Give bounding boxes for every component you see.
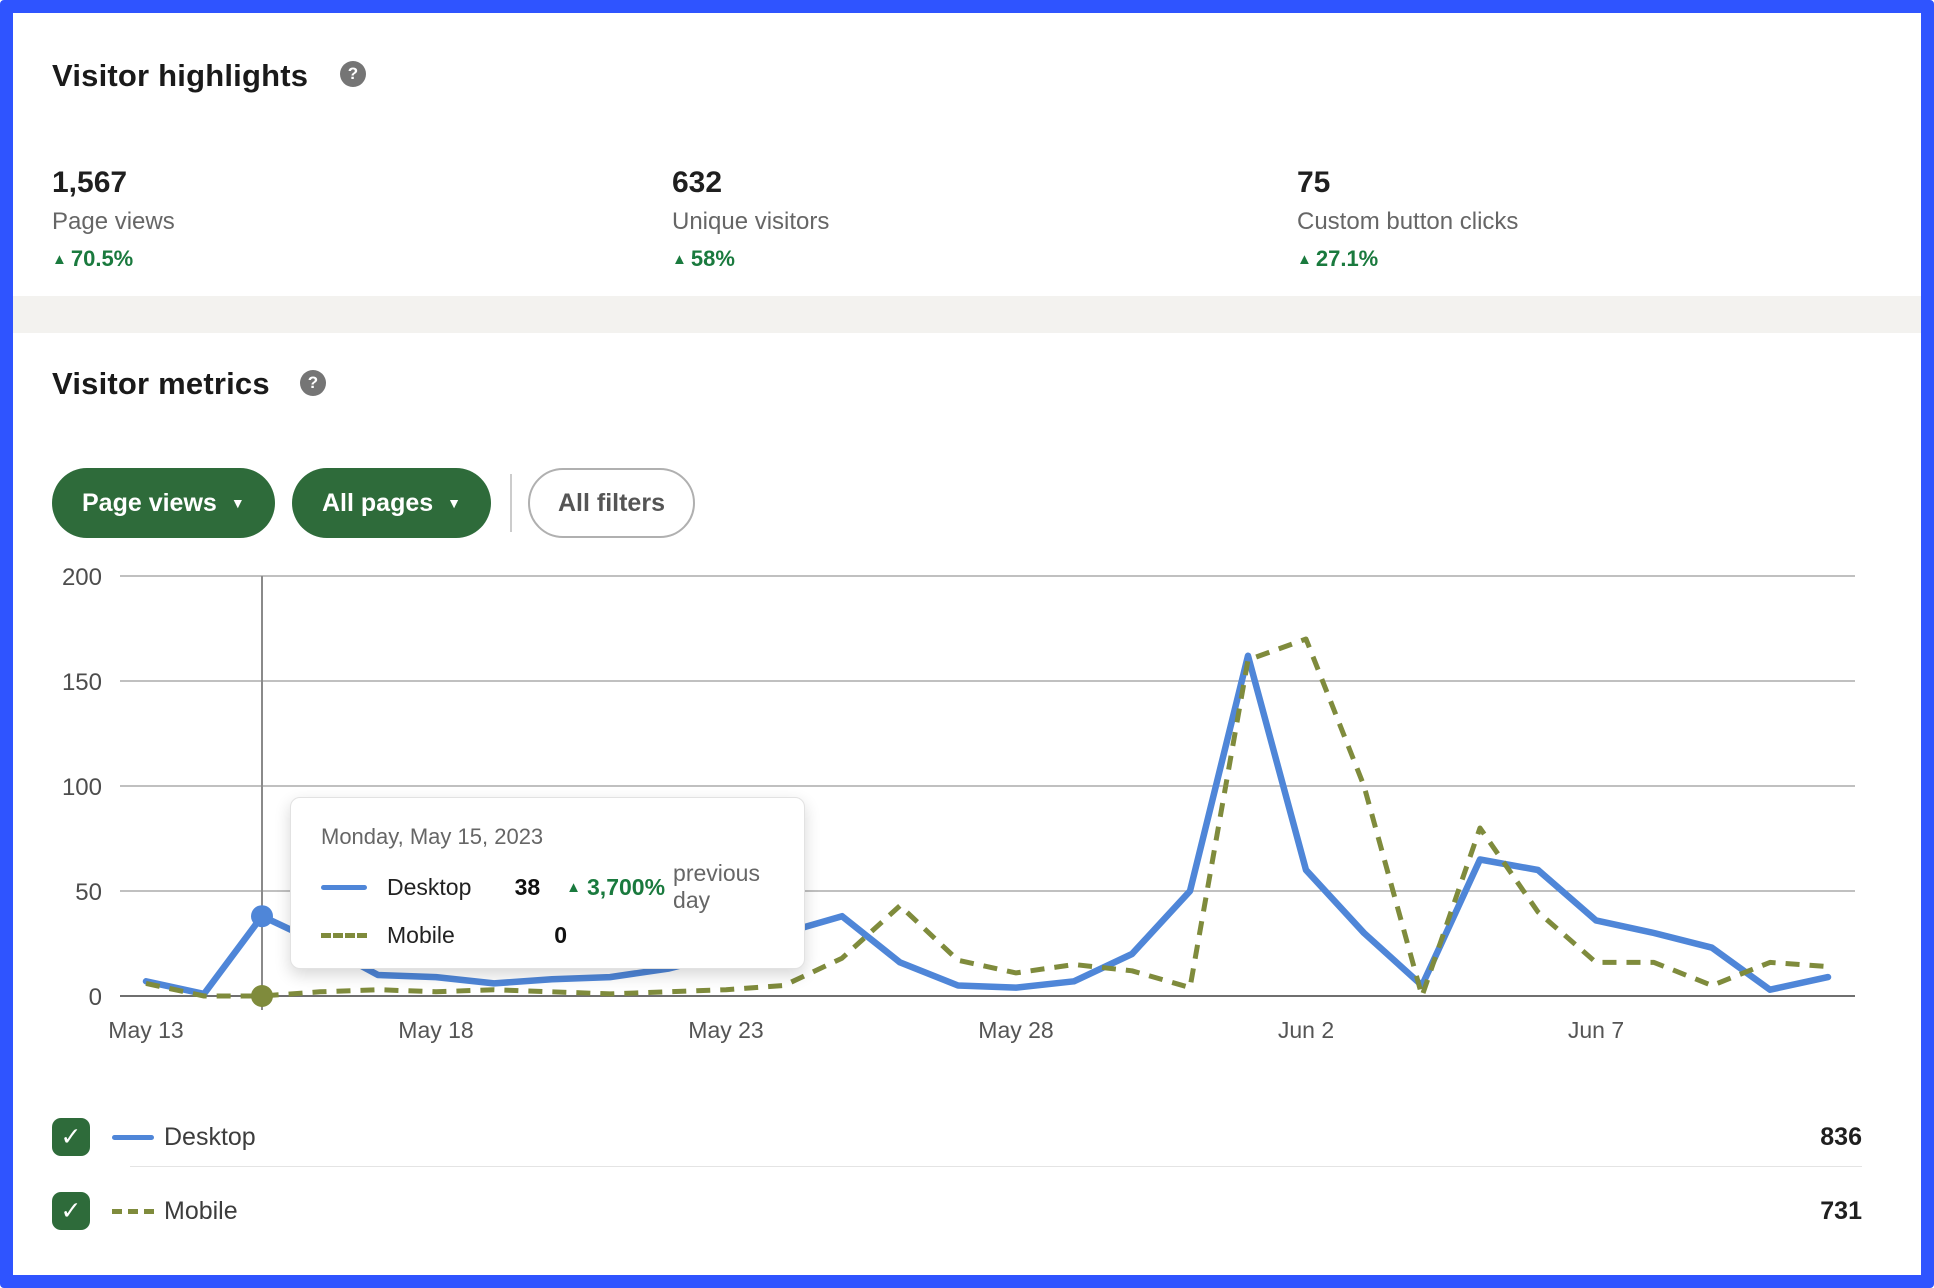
series-name: Mobile bbox=[387, 921, 455, 948]
mobile-line-swatch bbox=[321, 932, 367, 938]
metric-value: 1,567 bbox=[52, 166, 128, 199]
delta-suffix: previous day bbox=[673, 860, 760, 913]
svg-text:May 13: May 13 bbox=[108, 1017, 183, 1043]
metric-unique-visitors: 632 Unique visitors ▲ 58% bbox=[672, 166, 829, 272]
desktop-line-swatch bbox=[321, 884, 367, 890]
check-icon: ✓ bbox=[60, 1197, 82, 1225]
metric-value: 75 bbox=[1297, 166, 1331, 199]
legend-label: Desktop bbox=[164, 1122, 256, 1151]
svg-text:May 23: May 23 bbox=[688, 1017, 763, 1043]
metric-delta: ▲ 27.1% bbox=[1297, 246, 1518, 272]
svg-text:Jun 7: Jun 7 bbox=[1568, 1017, 1624, 1043]
svg-text:200: 200 bbox=[62, 564, 102, 591]
delta-value: 58% bbox=[690, 246, 735, 271]
mobile-line-swatch bbox=[112, 1208, 154, 1214]
button-label: All filters bbox=[558, 488, 665, 517]
dropdown-label: Page views bbox=[82, 488, 217, 517]
visitor-highlights-title: Visitor highlights bbox=[52, 58, 309, 93]
question-mark-glyph: ? bbox=[307, 373, 319, 392]
check-icon: ✓ bbox=[60, 1123, 82, 1151]
metric-label: Unique visitors bbox=[672, 208, 830, 235]
visitor-chart-svg[interactable]: 0 50 100 150 200 May 13 May 18 May 23 May 28 Jun … bbox=[30, 556, 1900, 1060]
metric-delta: ▲ 58% bbox=[672, 246, 829, 272]
metric-page-views: 1,567 Page views ▲ 70.5% bbox=[52, 166, 175, 272]
section-divider-strip bbox=[13, 296, 1921, 333]
up-arrow-icon: ▲ bbox=[672, 250, 687, 268]
desktop-checkbox[interactable]: ✓ bbox=[52, 1118, 90, 1156]
metric-label: Custom button clicks bbox=[1297, 208, 1519, 235]
series-delta: ▲ 3,700% bbox=[566, 874, 665, 901]
filters-divider bbox=[510, 474, 512, 532]
dropdown-label: All pages bbox=[322, 488, 434, 517]
up-arrow-icon: ▲ bbox=[52, 250, 67, 268]
legend-divider bbox=[130, 1166, 1862, 1167]
legend-row-mobile[interactable]: ✓ Mobile 731 bbox=[52, 1182, 1862, 1240]
svg-text:150: 150 bbox=[62, 669, 102, 696]
svg-text:May 28: May 28 bbox=[978, 1017, 1053, 1043]
svg-text:0: 0 bbox=[89, 984, 102, 1011]
chevron-down-icon: ▼ bbox=[230, 495, 245, 511]
question-mark-glyph: ? bbox=[347, 64, 359, 83]
svg-text:50: 50 bbox=[75, 879, 102, 906]
pages-dropdown[interactable]: All pages ▼ bbox=[292, 468, 492, 538]
visitor-metrics-title: Visitor metrics bbox=[52, 366, 270, 401]
help-icon[interactable]: ? bbox=[300, 370, 326, 396]
legend-label: Mobile bbox=[164, 1196, 238, 1225]
svg-text:100: 100 bbox=[62, 774, 102, 801]
delta-value: 3,700% bbox=[587, 873, 666, 900]
mobile-checkbox[interactable]: ✓ bbox=[52, 1192, 90, 1230]
series-value: 38 bbox=[514, 873, 541, 900]
delta-value: 70.5% bbox=[70, 246, 134, 271]
help-icon[interactable]: ? bbox=[340, 61, 366, 87]
delta-value: 27.1% bbox=[1315, 246, 1379, 271]
legend-total: 731 bbox=[1820, 1196, 1862, 1225]
tooltip-desktop-row: Desktop 38 ▲ 3,700% previous day bbox=[321, 860, 784, 913]
metric-custom-button-clicks: 75 Custom button clicks ▲ 27.1% bbox=[1297, 166, 1518, 272]
metric-type-dropdown[interactable]: Page views ▼ bbox=[52, 468, 275, 538]
desktop-line-swatch bbox=[112, 1134, 154, 1140]
up-arrow-icon: ▲ bbox=[566, 878, 582, 896]
tooltip-mobile-row: Mobile 0 bbox=[321, 918, 784, 952]
tooltip-date: Monday, May 15, 2023 bbox=[321, 824, 544, 849]
legend-row-desktop[interactable]: ✓ Desktop 836 bbox=[52, 1108, 1862, 1166]
svg-text:Jun 2: Jun 2 bbox=[1278, 1017, 1334, 1043]
svg-text:May 18: May 18 bbox=[398, 1017, 473, 1043]
metric-delta: ▲ 70.5% bbox=[52, 246, 175, 272]
series-value: 0 bbox=[554, 921, 567, 948]
all-filters-button[interactable]: All filters bbox=[528, 468, 695, 538]
chevron-down-icon: ▼ bbox=[447, 495, 462, 511]
up-arrow-icon: ▲ bbox=[1297, 250, 1312, 268]
metric-label: Page views bbox=[52, 208, 175, 235]
chart-tooltip: Monday, May 15, 2023 Desktop 38 ▲ 3,700%… bbox=[290, 797, 805, 969]
legend-total: 836 bbox=[1820, 1122, 1862, 1151]
series-name: Desktop bbox=[387, 873, 472, 900]
metric-value: 632 bbox=[672, 166, 723, 199]
